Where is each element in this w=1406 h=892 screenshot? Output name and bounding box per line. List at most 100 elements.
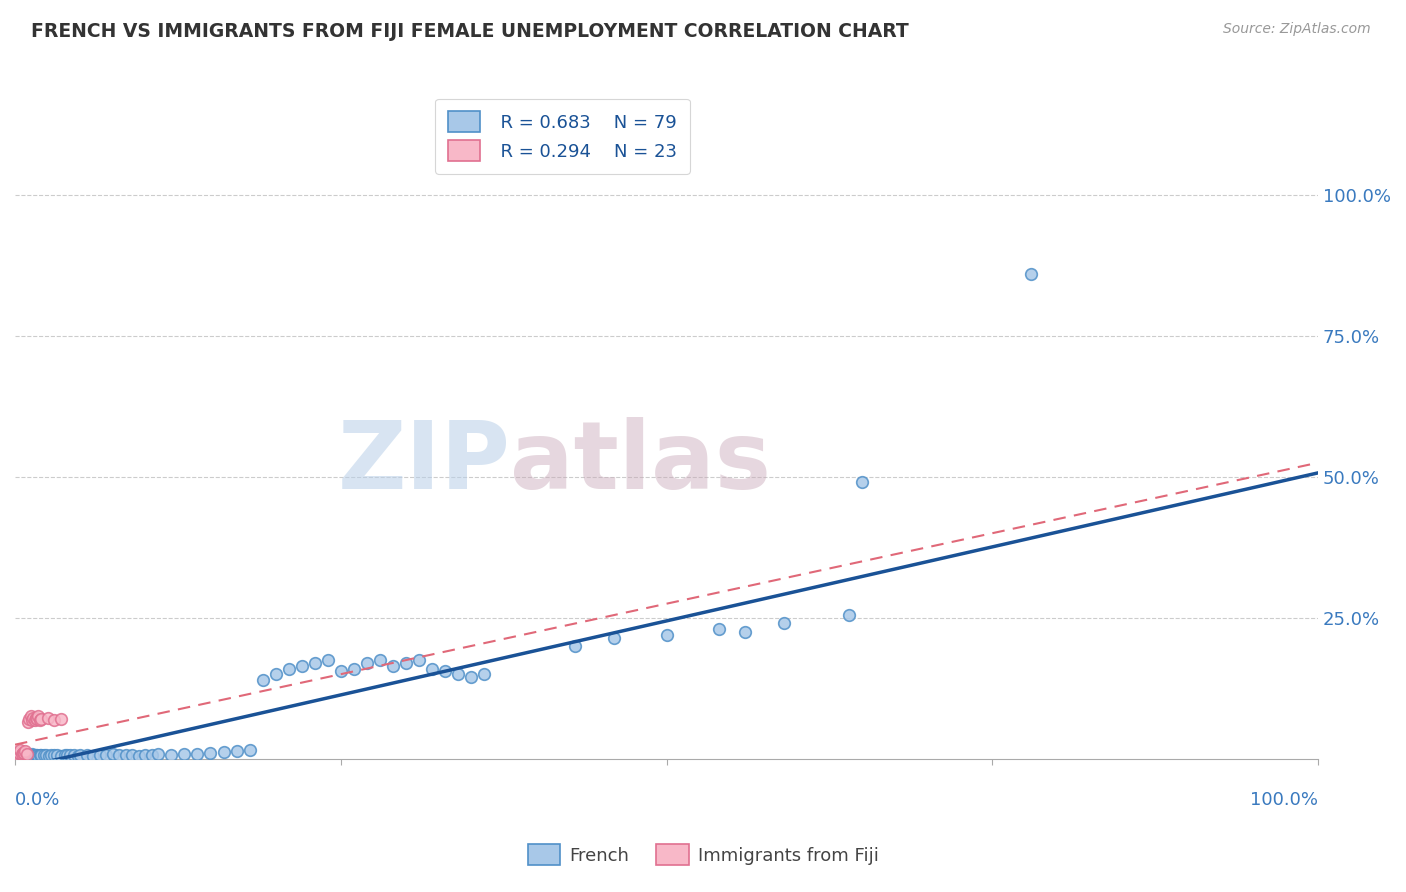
Point <box>32 748 55 763</box>
Point <box>15 748 38 763</box>
Point <box>17 748 39 763</box>
Point <box>22 748 45 763</box>
Point <box>13 747 35 762</box>
Point <box>707 622 730 636</box>
Point <box>13 746 35 760</box>
Point <box>24 747 46 762</box>
Point <box>7 746 30 760</box>
Point <box>7 747 30 762</box>
Point <box>35 747 58 762</box>
Text: FRENCH VS IMMIGRANTS FROM FIJI FEMALE UNEMPLOYMENT CORRELATION CHART: FRENCH VS IMMIGRANTS FROM FIJI FEMALE UN… <box>31 22 908 41</box>
Point <box>89 747 111 762</box>
Point <box>42 747 65 762</box>
Point <box>96 748 118 763</box>
Point <box>10 748 32 763</box>
Point <box>24 711 46 725</box>
Point <box>25 748 48 763</box>
Point <box>381 658 404 673</box>
Point <box>134 747 156 762</box>
Point <box>655 628 678 642</box>
Point <box>18 747 41 762</box>
Point <box>25 712 48 726</box>
Point <box>7 749 30 764</box>
Point <box>18 712 41 726</box>
Point <box>225 744 247 758</box>
Point <box>101 747 124 762</box>
Point <box>38 748 60 763</box>
Point <box>564 639 586 653</box>
Point <box>108 748 131 763</box>
Point <box>20 748 42 763</box>
Point <box>160 747 183 762</box>
Point <box>368 653 391 667</box>
Point <box>15 747 38 762</box>
Text: 0.0%: 0.0% <box>15 791 60 809</box>
Point <box>447 667 470 681</box>
Point <box>773 616 796 631</box>
Point <box>6 747 28 762</box>
Point <box>53 747 76 762</box>
Point <box>27 748 49 763</box>
Point <box>734 624 756 639</box>
Point <box>17 715 39 730</box>
Point <box>291 658 314 673</box>
Point <box>114 747 136 762</box>
Point <box>7 745 30 759</box>
Point <box>356 656 378 670</box>
Point <box>851 475 873 490</box>
Point <box>460 670 482 684</box>
Point <box>14 744 37 758</box>
Point <box>212 745 235 759</box>
Point <box>128 748 150 763</box>
Point <box>24 748 46 763</box>
Point <box>76 748 98 763</box>
Point <box>252 673 274 687</box>
Point <box>28 747 51 762</box>
Point <box>316 653 339 667</box>
Point <box>395 656 418 670</box>
Point <box>8 747 31 762</box>
Legend:   R = 0.683    N = 79,   R = 0.294    N = 23: R = 0.683 N = 79, R = 0.294 N = 23 <box>434 99 690 174</box>
Point <box>121 748 143 763</box>
Point <box>10 747 32 761</box>
Point <box>42 714 65 728</box>
Point <box>22 711 45 725</box>
Text: Source: ZipAtlas.com: Source: ZipAtlas.com <box>1223 22 1371 37</box>
Point <box>264 667 287 681</box>
Point <box>11 748 34 763</box>
Text: ZIP: ZIP <box>337 417 510 508</box>
Point <box>1021 267 1043 281</box>
Point <box>20 709 42 723</box>
Point <box>82 748 104 763</box>
Point <box>56 748 79 763</box>
Point <box>838 607 860 622</box>
Point <box>148 747 170 762</box>
Text: atlas: atlas <box>510 417 772 508</box>
Point <box>45 748 67 763</box>
Point <box>434 665 457 679</box>
Point <box>603 631 626 645</box>
Point <box>6 748 28 763</box>
Point <box>14 748 37 763</box>
Point <box>420 661 443 675</box>
Point <box>141 748 163 763</box>
Point <box>200 746 222 760</box>
Point <box>28 714 51 728</box>
Point <box>239 743 262 757</box>
Point <box>8 743 31 757</box>
Point <box>41 748 63 763</box>
Point <box>21 747 44 762</box>
Point <box>304 656 326 670</box>
Point <box>37 711 59 725</box>
Legend: French, Immigrants from Fiji: French, Immigrants from Fiji <box>520 837 886 872</box>
Point <box>329 665 352 679</box>
Point <box>11 746 34 760</box>
Point <box>30 712 52 726</box>
Point <box>49 712 72 726</box>
Point <box>343 661 366 675</box>
Point <box>408 653 430 667</box>
Point <box>21 714 44 728</box>
Point <box>59 747 82 762</box>
Point <box>49 748 72 763</box>
Point <box>24 714 46 728</box>
